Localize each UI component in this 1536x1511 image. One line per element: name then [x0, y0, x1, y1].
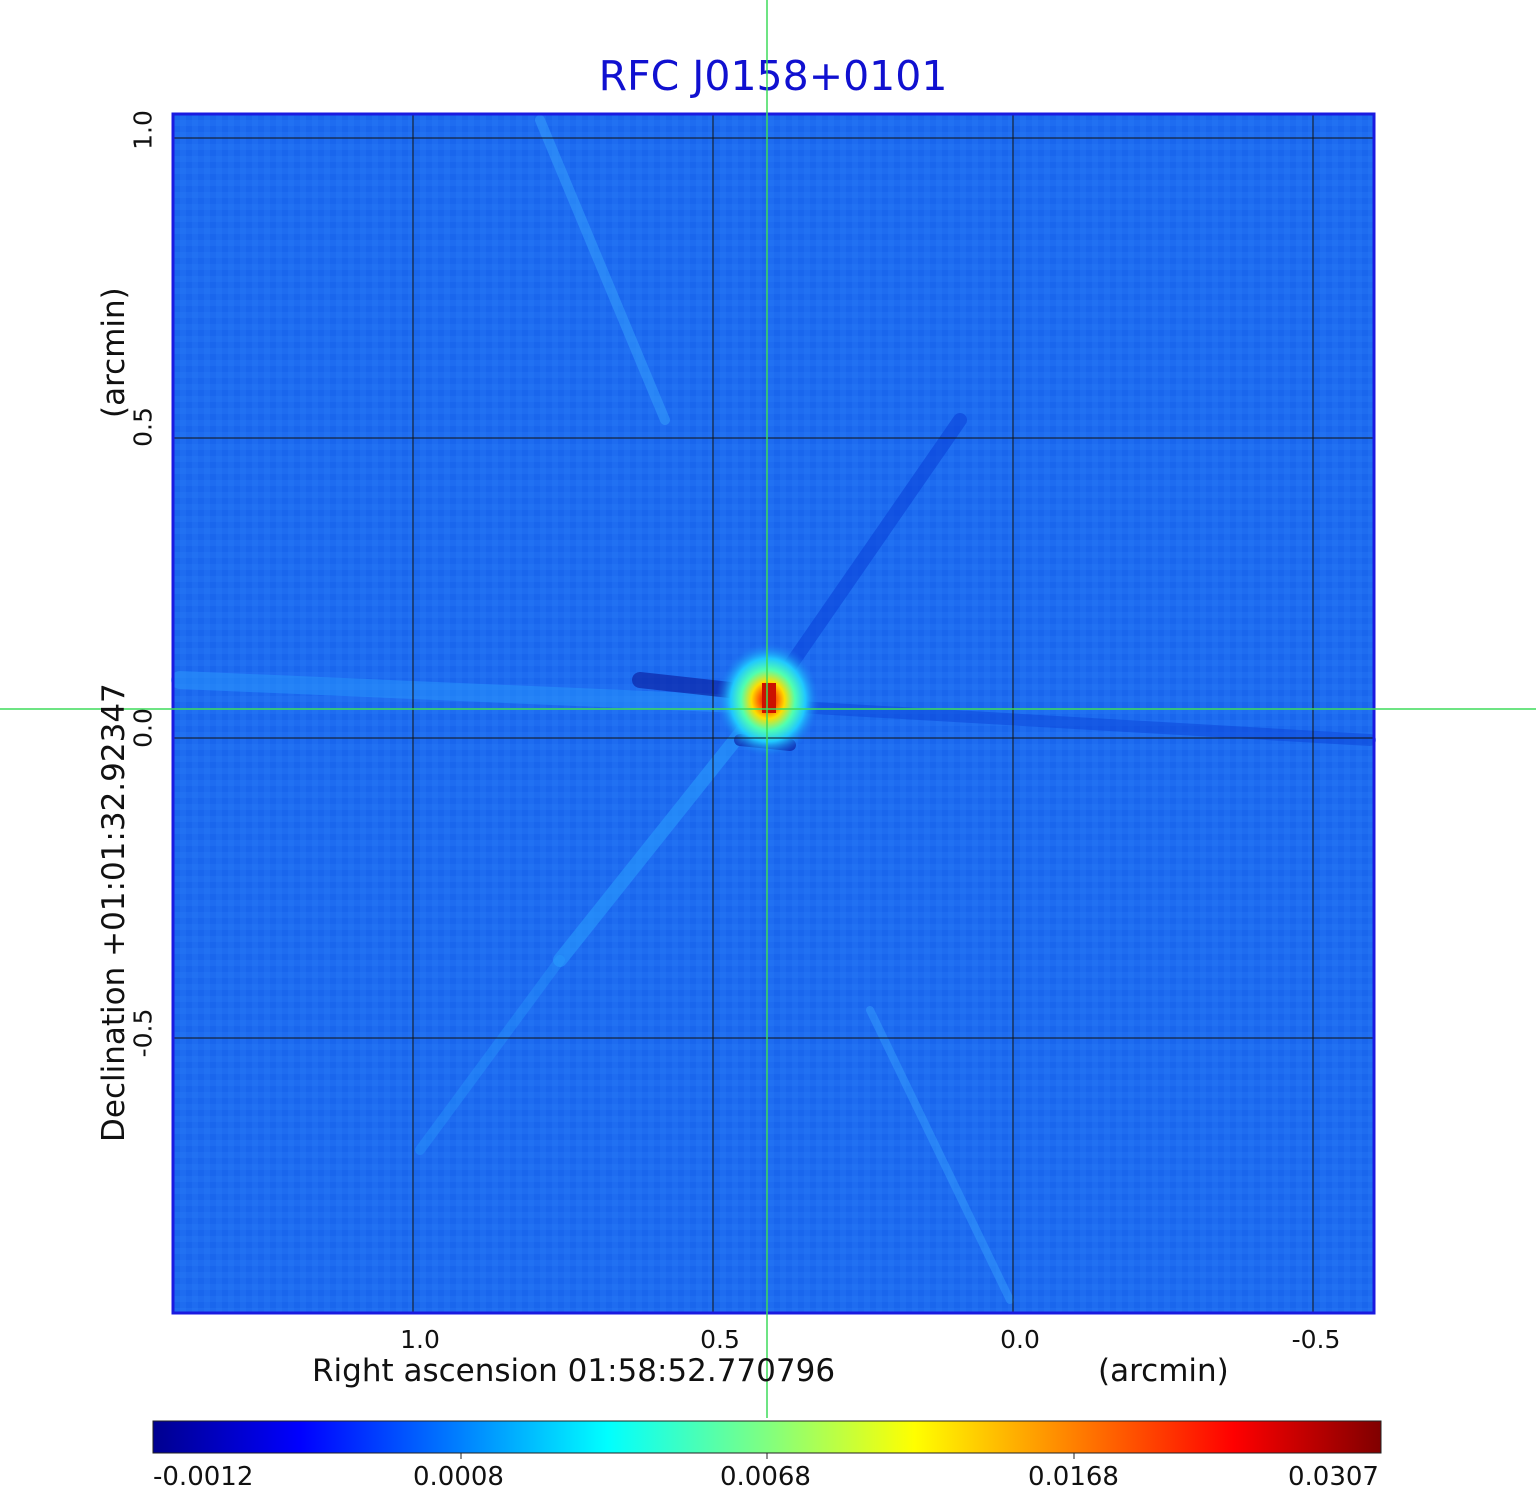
image-frame: [171, 112, 1376, 1315]
coordinate-grid: [173, 114, 1374, 1313]
x-axis-label: Right ascension 01:58:52.770796: [312, 1353, 836, 1389]
x-axis-unit: (arcmin): [1098, 1353, 1229, 1389]
colorbar-tick-label: 0.0008: [413, 1462, 504, 1492]
x-tick-label: -0.5: [1291, 1325, 1341, 1354]
colorbar: [152, 1420, 1382, 1454]
colorbar-tick-label: 0.0307: [1288, 1462, 1379, 1492]
sidelobe-streaks: [171, 115, 1376, 1304]
y-tick-label: -0.5: [128, 1008, 158, 1058]
x-tick-label: 0.5: [700, 1325, 740, 1354]
y-tick-label: 0.0: [128, 708, 158, 748]
y-tick-label: 0.5: [128, 407, 158, 447]
y-tick-label: 1.0: [128, 110, 158, 150]
source-peak: [762, 683, 776, 713]
colorbar-tick-label: 0.0168: [1028, 1462, 1119, 1492]
crosshair: [0, 0, 1536, 1418]
colorbar-tick-label: -0.0012: [153, 1462, 254, 1492]
colorbar-tick-marks: [460, 1453, 1075, 1459]
x-tick-label: 0.0: [1000, 1325, 1040, 1354]
image-title: RFC J0158+0101: [598, 52, 948, 100]
x-tick-label: 1.0: [400, 1325, 440, 1354]
colorbar-tick-label: 0.0068: [720, 1462, 811, 1492]
y-axis-unit: (arcmin): [96, 287, 132, 418]
y-axis-label: Declination +01:01:32.92347: [96, 683, 132, 1142]
